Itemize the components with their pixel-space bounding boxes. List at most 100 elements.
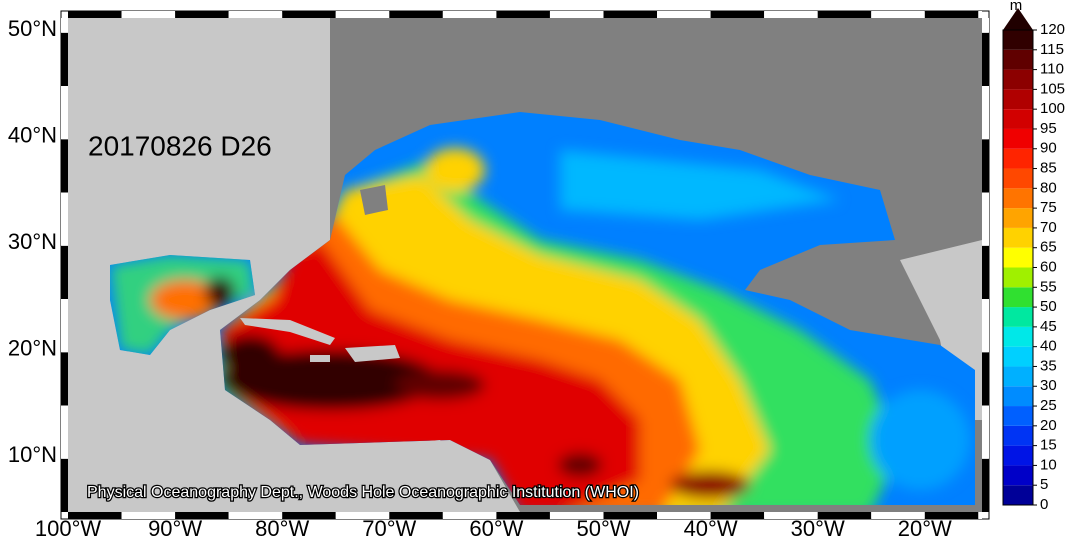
colorbar-segment	[1003, 465, 1033, 486]
frame-segment	[175, 11, 229, 18]
frame-segment	[982, 352, 989, 406]
colorbar-segment	[1003, 89, 1033, 110]
frame-segment	[228, 11, 283, 18]
frame-segment	[817, 512, 872, 519]
colorbar-tick-label: 40	[1040, 338, 1057, 355]
island	[345, 345, 400, 362]
colorbar-tick-label: 90	[1040, 140, 1057, 157]
colorbar-tick-label: 0	[1040, 496, 1048, 513]
frame-segment	[496, 11, 550, 18]
frame-segment	[982, 405, 989, 459]
lon-label: 30°W	[791, 516, 845, 541]
no-data-ocean	[360, 185, 388, 215]
colorbar-segment	[1003, 346, 1033, 367]
frame-segment	[657, 512, 711, 519]
field-layer	[220, 335, 280, 375]
colorbar-segment	[1003, 485, 1033, 505]
colorbar-tick-label: 80	[1040, 179, 1057, 196]
lon-label: 80°W	[255, 516, 309, 541]
frame-segment	[61, 458, 68, 512]
frame-segment	[657, 11, 711, 18]
colorbar-tick-label: 10	[1040, 456, 1057, 473]
lat-label: 40°N	[8, 122, 57, 147]
lon-label: 90°W	[148, 516, 202, 541]
lon-label: 60°W	[469, 516, 523, 541]
colorbar-segment	[1003, 128, 1033, 149]
frame-segment	[982, 458, 989, 512]
frame-segment	[924, 512, 979, 519]
frame-segment	[389, 512, 443, 519]
colorbar-tick-label: 115	[1040, 41, 1064, 58]
frame-segment	[982, 245, 989, 299]
colorbar-tick-label: 15	[1040, 437, 1057, 454]
frame-segment	[121, 11, 176, 18]
frame-segment	[710, 11, 765, 18]
field-layer	[205, 277, 235, 307]
frame-segment	[549, 512, 604, 519]
colorbar-segment	[1003, 49, 1033, 70]
colorbar-segment	[1003, 366, 1033, 387]
colorbar-tick-label: 65	[1040, 239, 1057, 256]
lat-label: 10°N	[8, 442, 57, 467]
colorbar-segment	[1003, 148, 1033, 169]
frame-segment	[871, 512, 925, 519]
colorbar-tick-label: 70	[1040, 219, 1057, 236]
island	[240, 318, 335, 345]
colorbar-segment	[1003, 425, 1033, 446]
frame-segment	[764, 512, 818, 519]
field-layer	[870, 390, 970, 490]
frame-segment	[282, 512, 336, 519]
colorbar-tick-label: 25	[1040, 397, 1057, 414]
field-layer	[425, 148, 485, 192]
colorbar-tick-label: 85	[1040, 160, 1057, 177]
colorbar-segment	[1003, 208, 1033, 228]
colorbar-tick-label: 100	[1040, 100, 1065, 117]
frame-segment	[924, 11, 979, 18]
frame-segment	[982, 86, 989, 140]
frame-segment	[603, 512, 658, 519]
date-label: 20170826 D26	[88, 130, 272, 161]
colorbar-segment	[1003, 445, 1033, 466]
field-layer	[395, 370, 485, 400]
frame-segment	[603, 11, 658, 18]
colorbar-tick-label: 110	[1040, 61, 1064, 78]
colorbar-tick-label: 105	[1040, 80, 1065, 97]
colorbar-segment	[1003, 188, 1033, 209]
frame-segment	[496, 512, 550, 519]
frame-segment	[68, 512, 122, 519]
frame-segment	[282, 11, 336, 18]
frame-segment	[61, 299, 68, 353]
field-layer	[150, 280, 220, 320]
colorbar-tick-label: 30	[1040, 377, 1057, 394]
colorbar-segment	[1003, 168, 1033, 189]
island	[310, 355, 330, 362]
colorbar-tick-label: 20	[1040, 417, 1057, 434]
colorbar-arrow	[1003, 8, 1033, 30]
frame-segment	[982, 18, 989, 33]
lat-label: 50°N	[8, 16, 57, 41]
frame-segment	[61, 405, 68, 459]
colorbar-tick-label: 35	[1040, 357, 1057, 374]
lat-label: 20°N	[8, 335, 57, 360]
colorbar-tick-label: 60	[1040, 258, 1057, 275]
lon-label: 40°W	[684, 516, 738, 541]
field-layer	[560, 150, 840, 220]
frame-segment	[442, 11, 497, 18]
colorbar-segment	[1003, 227, 1033, 248]
land	[68, 360, 520, 512]
frame-segment	[710, 512, 765, 519]
colorbar-segment	[1003, 69, 1033, 90]
frame-segment	[982, 299, 989, 353]
lon-label: 20°W	[898, 516, 952, 541]
colorbar-tick-label: 45	[1040, 318, 1057, 335]
lon-label: 100°W	[35, 516, 102, 541]
colorbar-segment	[1003, 30, 1033, 50]
frame-segment	[61, 139, 68, 193]
colorbar-segment	[1003, 109, 1033, 129]
land	[250, 18, 330, 240]
frame-segment	[982, 32, 989, 86]
colorbar-segment	[1003, 267, 1033, 288]
frame-segment	[68, 11, 122, 18]
frame-segment	[61, 32, 68, 86]
frame-segment	[982, 192, 989, 246]
